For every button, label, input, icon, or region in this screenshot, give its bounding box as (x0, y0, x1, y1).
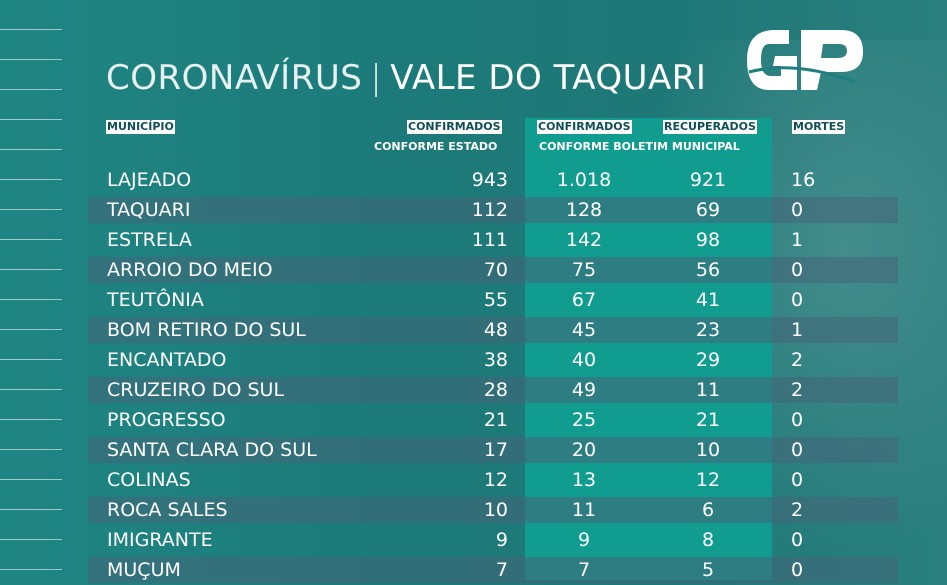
cell-municipio: TEUTÔNIA (107, 289, 204, 311)
cell-confirmados-boletim: 49 (571, 379, 597, 401)
table-row: SANTA CLARA DO SUL 17 20 10 0 (88, 435, 898, 465)
cell-municipio: ARROIO DO MEIO (107, 259, 273, 281)
cell-mortes: 2 (791, 499, 804, 521)
cell-confirmados-boletim: 40 (571, 349, 597, 371)
cell-mortes: 1 (791, 229, 804, 251)
cell-recuperados: 921 (689, 169, 727, 191)
table-row: ESTRELA 111 142 98 1 (88, 225, 898, 255)
cell-mortes: 0 (791, 289, 804, 311)
cell-confirmados-boletim: 1.018 (556, 169, 612, 191)
cell-mortes: 2 (791, 379, 804, 401)
cell-municipio: LAJEADO (107, 169, 192, 191)
header-recuperados: RECUPERADOS (663, 120, 757, 134)
cell-mortes: 0 (791, 409, 804, 431)
subheader-estado: CONFORME ESTADO (374, 140, 498, 153)
cell-recuperados: 5 (701, 559, 715, 581)
cell-mortes: 2 (791, 349, 804, 371)
header-mortes: MORTES (792, 120, 846, 134)
cell-municipio: PROGRESSO (107, 409, 226, 431)
cell-mortes: 0 (791, 199, 804, 221)
table-row: TEUTÔNIA 55 67 41 0 (88, 285, 898, 315)
cell-mortes: 1 (791, 319, 804, 341)
left-decorative-lines (0, 0, 62, 580)
cell-mortes: 16 (791, 169, 816, 191)
table-row: BOM RETIRO DO SUL 48 45 23 1 (88, 315, 898, 345)
cell-recuperados: 8 (701, 529, 715, 551)
table-row: IMIGRANTE 9 9 8 0 (88, 525, 898, 555)
cell-confirmados-boletim: 75 (571, 259, 597, 281)
cell-recuperados: 10 (695, 439, 721, 461)
cell-confirmados-estado: 943 (471, 169, 508, 191)
cell-mortes: 0 (791, 259, 804, 281)
cell-mortes: 0 (791, 559, 804, 581)
cell-confirmados-estado: 28 (483, 379, 508, 401)
cell-confirmados-estado: 112 (471, 199, 508, 221)
table-row: ARROIO DO MEIO 70 75 56 0 (88, 255, 898, 285)
data-table: LAJEADO 943 1.018 921 16 TAQUARI 112 128… (88, 165, 898, 585)
cell-municipio: ROCA SALES (107, 499, 228, 521)
cell-confirmados-estado: 12 (483, 469, 508, 491)
header-confirmados-estado: CONFIRMADOS (407, 120, 502, 134)
cell-mortes: 0 (791, 469, 804, 491)
cell-confirmados-estado: 48 (483, 319, 508, 341)
cell-recuperados: 29 (695, 349, 721, 371)
cell-recuperados: 41 (695, 289, 721, 311)
table-row: ROCA SALES 10 11 6 2 (88, 495, 898, 525)
cell-confirmados-estado: 17 (483, 439, 508, 461)
cell-recuperados: 11 (695, 379, 721, 401)
cell-recuperados: 98 (695, 229, 721, 251)
title-part1: CORONAVÍRUS (106, 58, 363, 98)
cell-confirmados-boletim: 9 (577, 529, 591, 551)
cell-confirmados-boletim: 45 (571, 319, 597, 341)
cell-confirmados-boletim: 67 (571, 289, 597, 311)
cell-municipio: SANTA CLARA DO SUL (107, 439, 317, 461)
cell-recuperados: 12 (695, 469, 721, 491)
cell-confirmados-boletim: 128 (565, 199, 603, 221)
title-separator: | (370, 58, 383, 98)
header-municipio: MUNICÍPIO (106, 120, 175, 134)
cell-municipio: COLINAS (107, 469, 191, 491)
cell-municipio: ESTRELA (107, 229, 192, 251)
cell-municipio: TAQUARI (107, 199, 191, 221)
cell-confirmados-estado: 7 (495, 559, 508, 581)
cell-recuperados: 6 (701, 499, 715, 521)
cell-municipio: ENCANTADO (107, 349, 227, 371)
cell-recuperados: 69 (695, 199, 721, 221)
cell-mortes: 0 (791, 529, 804, 551)
table-row: LAJEADO 943 1.018 921 16 (88, 165, 898, 195)
cell-confirmados-boletim: 7 (577, 559, 591, 581)
cell-confirmados-estado: 111 (471, 229, 508, 251)
cell-confirmados-boletim: 142 (565, 229, 603, 251)
title-part2: VALE DO TAQUARI (390, 58, 707, 98)
cell-confirmados-boletim: 11 (571, 499, 597, 521)
cell-municipio: BOM RETIRO DO SUL (107, 319, 306, 341)
cell-confirmados-estado: 9 (495, 529, 508, 551)
gp-logo: GP (747, 30, 863, 90)
cell-confirmados-estado: 38 (483, 349, 508, 371)
cell-confirmados-estado: 70 (483, 259, 508, 281)
table-row: ENCANTADO 38 40 29 2 (88, 345, 898, 375)
cell-confirmados-boletim: 20 (571, 439, 597, 461)
cell-municipio: MUÇUM (107, 559, 181, 581)
table-row: COLINAS 12 13 12 0 (88, 465, 898, 495)
cell-recuperados: 21 (695, 409, 721, 431)
cell-recuperados: 56 (695, 259, 721, 281)
header-confirmados-boletim: CONFIRMADOS (537, 120, 632, 134)
table-row: CRUZEIRO DO SUL 28 49 11 2 (88, 375, 898, 405)
page-title: CORONAVÍRUS | VALE DO TAQUARI (106, 58, 706, 98)
cell-municipio: IMIGRANTE (107, 529, 213, 551)
cell-confirmados-boletim: 25 (571, 409, 597, 431)
table-row: MUÇUM 7 7 5 0 (88, 555, 898, 585)
cell-confirmados-estado: 55 (483, 289, 508, 311)
cell-mortes: 0 (791, 439, 804, 461)
cell-confirmados-boletim: 13 (571, 469, 597, 491)
cell-municipio: CRUZEIRO DO SUL (107, 379, 285, 401)
cell-confirmados-estado: 21 (483, 409, 508, 431)
table-row: PROGRESSO 21 25 21 0 (88, 405, 898, 435)
table-row: TAQUARI 112 128 69 0 (88, 195, 898, 225)
subheader-boletim: CONFORME BOLETIM MUNICIPAL (539, 140, 740, 153)
cell-recuperados: 23 (695, 319, 721, 341)
cell-confirmados-estado: 10 (483, 499, 508, 521)
